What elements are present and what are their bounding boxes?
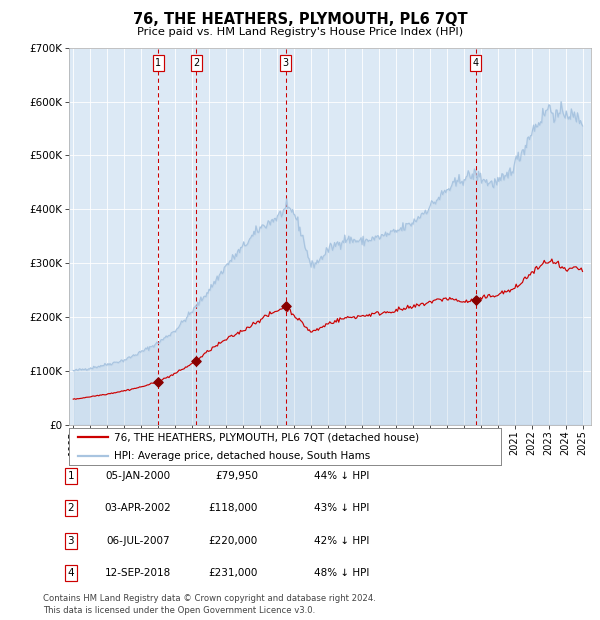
- Text: 03-APR-2002: 03-APR-2002: [104, 503, 172, 513]
- Text: 76, THE HEATHERS, PLYMOUTH, PL6 7QT (detached house): 76, THE HEATHERS, PLYMOUTH, PL6 7QT (det…: [115, 433, 419, 443]
- Text: 4: 4: [473, 58, 479, 68]
- Text: 76, THE HEATHERS, PLYMOUTH, PL6 7QT: 76, THE HEATHERS, PLYMOUTH, PL6 7QT: [133, 12, 467, 27]
- Text: 05-JAN-2000: 05-JAN-2000: [106, 471, 170, 481]
- Point: [471, 295, 481, 305]
- Text: HPI: Average price, detached house, South Hams: HPI: Average price, detached house, Sout…: [115, 451, 371, 461]
- Text: Price paid vs. HM Land Registry's House Price Index (HPI): Price paid vs. HM Land Registry's House …: [137, 27, 463, 37]
- Point: [154, 377, 163, 387]
- Text: 12-SEP-2018: 12-SEP-2018: [105, 568, 171, 578]
- Text: 2: 2: [67, 503, 74, 513]
- Point: [281, 301, 290, 311]
- Text: 4: 4: [67, 568, 74, 578]
- Text: Contains HM Land Registry data © Crown copyright and database right 2024.
This d: Contains HM Land Registry data © Crown c…: [43, 593, 376, 615]
- Point: [191, 356, 201, 366]
- Text: 43% ↓ HPI: 43% ↓ HPI: [314, 503, 370, 513]
- Text: £220,000: £220,000: [209, 536, 258, 546]
- Text: 48% ↓ HPI: 48% ↓ HPI: [314, 568, 370, 578]
- Text: £231,000: £231,000: [209, 568, 258, 578]
- Text: 2: 2: [193, 58, 199, 68]
- Text: £79,950: £79,950: [215, 471, 258, 481]
- Text: 42% ↓ HPI: 42% ↓ HPI: [314, 536, 370, 546]
- Text: £118,000: £118,000: [209, 503, 258, 513]
- Text: 1: 1: [155, 58, 161, 68]
- Text: 1: 1: [67, 471, 74, 481]
- Text: 06-JUL-2007: 06-JUL-2007: [106, 536, 170, 546]
- Text: 3: 3: [67, 536, 74, 546]
- Text: 3: 3: [283, 58, 289, 68]
- Text: 44% ↓ HPI: 44% ↓ HPI: [314, 471, 370, 481]
